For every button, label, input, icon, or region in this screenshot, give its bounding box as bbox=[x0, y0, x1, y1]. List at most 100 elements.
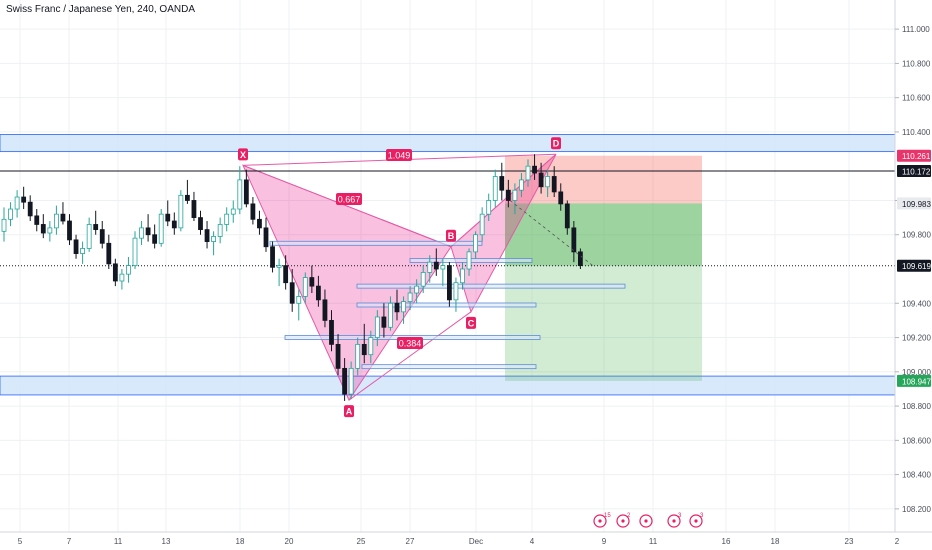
candle bbox=[1, 207, 7, 242]
price-tick-label: 111.000 bbox=[902, 25, 930, 34]
price-tick-label: 108.600 bbox=[902, 436, 931, 445]
candle bbox=[257, 210, 262, 235]
time-tick-label: 7 bbox=[67, 537, 72, 546]
candle-body bbox=[315, 285, 321, 301]
candle-body bbox=[342, 367, 348, 395]
event-markers: 15 2 3 3 bbox=[593, 513, 704, 528]
time-tick-label: 5 bbox=[18, 537, 23, 546]
candle bbox=[571, 221, 577, 263]
pattern-ratio-label: 1.049 bbox=[386, 149, 412, 161]
candle-body bbox=[578, 251, 583, 266]
candle bbox=[230, 200, 236, 223]
candle-body bbox=[499, 176, 505, 191]
pattern-line-bd bbox=[450, 153, 557, 248]
price-tag-text: 109.983 bbox=[902, 200, 931, 209]
price-tag-text: 109.619 bbox=[902, 262, 931, 271]
time-tick-label: 9 bbox=[602, 537, 607, 546]
candle-body bbox=[420, 272, 426, 287]
candle-body bbox=[250, 203, 256, 220]
alert-icon[interactable]: 3 bbox=[667, 513, 682, 528]
candle-body bbox=[34, 215, 40, 225]
candle bbox=[152, 224, 158, 249]
candle bbox=[86, 217, 92, 252]
level-box bbox=[269, 240, 483, 246]
candle bbox=[512, 183, 518, 215]
candle bbox=[80, 241, 85, 264]
take-profit-zone-2 bbox=[505, 265, 702, 381]
candle bbox=[158, 209, 164, 247]
alert-count: 3 bbox=[700, 513, 704, 519]
alert-icon-dot bbox=[598, 519, 602, 523]
pattern-point-badge bbox=[446, 229, 456, 242]
candle-body bbox=[145, 227, 151, 236]
candle-body bbox=[401, 301, 406, 313]
time-axis-bg bbox=[0, 532, 932, 550]
candle-body bbox=[73, 239, 79, 254]
candle bbox=[492, 169, 498, 208]
candle bbox=[460, 262, 465, 290]
candle-body bbox=[126, 265, 131, 275]
candle-body bbox=[486, 200, 492, 215]
candle-body bbox=[204, 229, 210, 242]
candle bbox=[47, 221, 53, 242]
ratio-text: 0.667 bbox=[338, 195, 361, 205]
candle-body bbox=[368, 337, 374, 356]
price-tag: 109.983 bbox=[897, 197, 931, 210]
candle bbox=[132, 231, 138, 270]
candle-body bbox=[171, 220, 177, 229]
symbol-title: Swiss Franc / Japanese Yen, 240, OANDA bbox=[6, 4, 195, 15]
candle bbox=[407, 286, 413, 311]
candle-body bbox=[191, 200, 197, 219]
candle bbox=[263, 217, 269, 252]
candle bbox=[564, 200, 570, 235]
candle-body bbox=[512, 189, 518, 201]
pattern-point-d: D bbox=[551, 137, 561, 150]
alert-icon-dot bbox=[644, 519, 648, 523]
alert-icon-dot bbox=[621, 519, 625, 523]
price-tick-label: 109.400 bbox=[902, 299, 931, 308]
alert-icon[interactable]: 2 bbox=[616, 513, 631, 528]
candle-body bbox=[230, 208, 236, 215]
candle-body bbox=[394, 302, 400, 313]
candle-body bbox=[54, 213, 59, 229]
candle-body bbox=[381, 316, 387, 328]
candle bbox=[368, 330, 374, 364]
candle-body bbox=[453, 282, 459, 301]
candle-body bbox=[505, 189, 511, 201]
time-axis: 5 7 11 13 18 20 25 27 Dec 4 9 11 16 18 23 2 bbox=[0, 531, 932, 550]
time-tick-label: 27 bbox=[406, 537, 415, 546]
candle-body bbox=[14, 196, 20, 210]
pattern-point-badge bbox=[238, 148, 248, 161]
pattern-line-xb bbox=[242, 164, 452, 248]
time-tick-label: 13 bbox=[162, 537, 171, 546]
time-tick-label: 23 bbox=[845, 537, 854, 546]
price-tag: 110.261 bbox=[897, 149, 931, 162]
candle-body bbox=[67, 220, 72, 241]
candle bbox=[551, 166, 557, 198]
pattern-point-c: C bbox=[466, 316, 476, 329]
candle bbox=[361, 323, 367, 364]
candle bbox=[54, 205, 59, 235]
alert-icon[interactable]: 15 bbox=[593, 513, 611, 528]
candle bbox=[99, 221, 105, 249]
candle bbox=[276, 258, 282, 287]
alert-icon[interactable]: 3 bbox=[689, 513, 704, 528]
candle bbox=[21, 186, 27, 210]
candle-body bbox=[243, 179, 249, 205]
candle bbox=[374, 310, 380, 347]
candle-body bbox=[21, 196, 27, 203]
candle bbox=[67, 214, 72, 246]
candle bbox=[289, 269, 295, 312]
candle-body bbox=[302, 277, 308, 297]
candle-body bbox=[519, 179, 524, 191]
pattern-point-b: B bbox=[446, 229, 456, 242]
candle-body bbox=[289, 282, 295, 304]
candle-body bbox=[139, 227, 144, 239]
time-tick-label: 2 bbox=[895, 537, 900, 546]
stop-loss-zone bbox=[505, 155, 702, 204]
candle bbox=[60, 202, 66, 225]
alert-icon[interactable] bbox=[639, 514, 653, 528]
candle bbox=[302, 272, 308, 304]
